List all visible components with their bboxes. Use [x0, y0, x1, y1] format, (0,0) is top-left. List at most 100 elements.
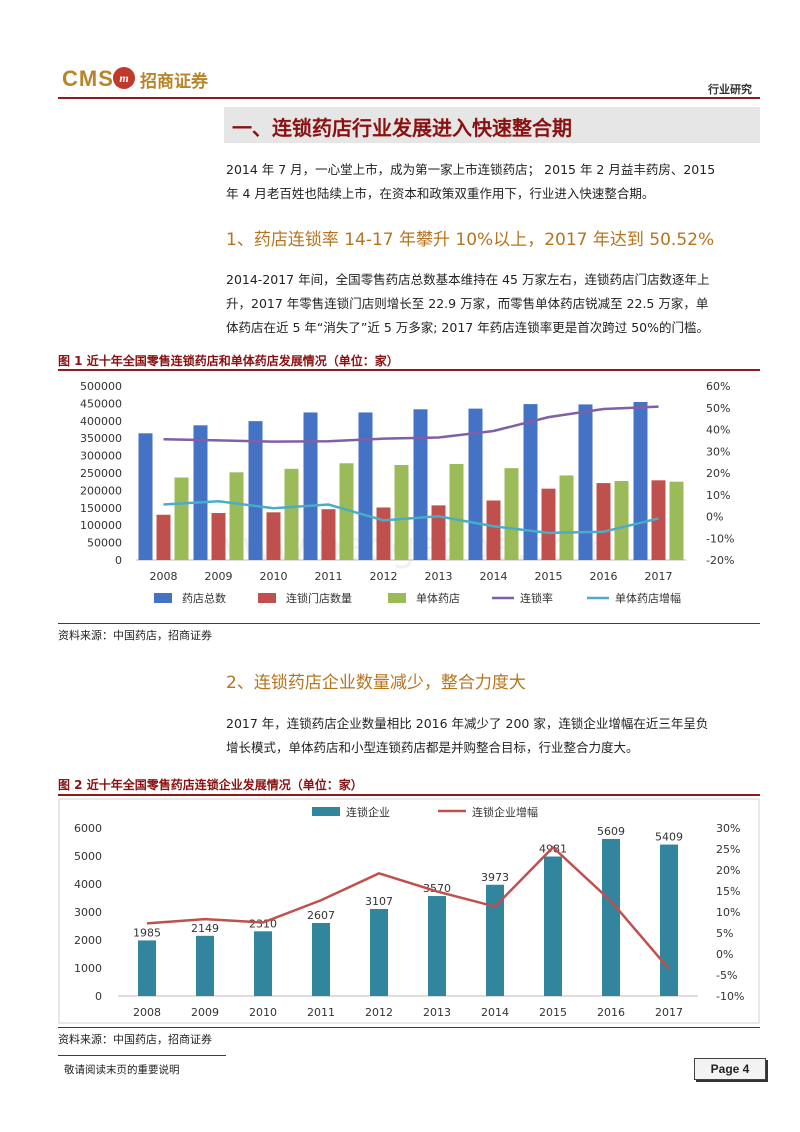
- chart1-bar: [248, 421, 263, 560]
- chart1-bar: [211, 513, 226, 560]
- chart1-ytick-right: -20%: [706, 554, 734, 567]
- chart2-ytick-left: 0: [95, 990, 102, 1003]
- chart1-bar: [614, 481, 629, 560]
- chart2-ytick-left: 3000: [74, 906, 102, 919]
- chart1-bar: [669, 481, 684, 560]
- intro-line-2: 年 4 月老百姓也陆续上市，在资本和政策双重作用下，行业进入快速整合期。: [226, 186, 655, 201]
- chart1-line: [163, 500, 659, 535]
- header-rule: [58, 97, 760, 99]
- chart2-ytick-right: -5%: [716, 969, 737, 982]
- chart2-xtick: 2014: [481, 1006, 509, 1019]
- chart1-ytick-left: 500000: [80, 380, 122, 393]
- chart1-ytick-left: 100000: [80, 519, 122, 532]
- section-title: 一、连锁药店行业发展进入快速整合期: [232, 116, 572, 140]
- chart1-bar: [174, 477, 189, 560]
- logo-mark-icon: m: [113, 67, 135, 89]
- chart1-bar: [633, 402, 648, 560]
- chart1-legend-swatch: [258, 593, 276, 603]
- chart2-ytick-right: 15%: [716, 885, 740, 898]
- chart2-bar: [312, 923, 330, 996]
- chart2-data-label: 3570: [423, 882, 451, 895]
- chart1-ytick-left: 0: [115, 554, 122, 567]
- chart2-bar: [138, 940, 156, 996]
- figure-1-chart: www.baogaoba.com500000450000400000350000…: [80, 380, 734, 605]
- figure-1-top-rule: [58, 369, 760, 371]
- chart1-ytick-left: 250000: [80, 467, 122, 480]
- chart2-data-label: 3973: [481, 871, 509, 884]
- chart2-ytick-left: 2000: [74, 934, 102, 947]
- chart1-bar: [376, 507, 391, 560]
- chart1-bar: [321, 509, 336, 560]
- figure-2-bottom-rule: [58, 1027, 760, 1028]
- chart2-ytick-right: 25%: [716, 843, 740, 856]
- sub1-line-3: 体药店在近 5 年“消失了”近 5 万多家; 2017 年药店连锁率更是首次跨过…: [226, 320, 709, 335]
- chart1-bar: [431, 505, 446, 560]
- chart1-legend-label: 单体药店: [416, 591, 460, 605]
- chart1-xtick: 2014: [480, 570, 508, 583]
- chart1-bar: [339, 463, 354, 560]
- chart2-data-label: 5409: [655, 831, 683, 844]
- chart2-ytick-left: 4000: [74, 878, 102, 891]
- chart1-xtick: 2016: [590, 570, 618, 583]
- subsection-1-paragraph: 2014-2017 年间，全国零售药店总数基本维持在 45 万家左右，连锁药店门…: [226, 268, 766, 340]
- chart1-ytick-right: -10%: [706, 532, 734, 545]
- chart2-bar: [660, 844, 678, 996]
- chart1-ytick-right: 30%: [706, 445, 730, 458]
- chart1-legend-label: 连锁率: [520, 591, 553, 605]
- chart1-legend-label: 单体药店增幅: [615, 591, 681, 605]
- chart1-ytick-left: 200000: [80, 484, 122, 497]
- chart2-ytick-right: -10%: [716, 990, 744, 1003]
- chart2-data-label: 2607: [307, 909, 335, 922]
- chart1-legend-label: 药店总数: [182, 591, 226, 605]
- figure-1-source: 资料来源：中国药店，招商证券: [58, 629, 212, 642]
- chart2-legend-swatch: [312, 807, 340, 816]
- chart2-line: [146, 845, 670, 970]
- chart2-bar: [602, 838, 620, 996]
- chart2-frame: [58, 798, 760, 1024]
- chart1-ytick-left: 450000: [80, 397, 122, 410]
- chart2-xtick: 2016: [597, 1006, 625, 1019]
- chart1-ytick-right: 50%: [706, 402, 730, 415]
- chart2-bar: [196, 935, 214, 996]
- chart1-ytick-right: 20%: [706, 467, 730, 480]
- footer-note: 敬请阅读末页的重要说明: [64, 1064, 180, 1076]
- sub1-line-2: 升，2017 年零售连锁门店则增长至 22.9 万家，而零售单体药店锐减至 22…: [226, 296, 709, 311]
- chart1-ytick-left: 50000: [87, 537, 122, 550]
- chart1-ytick-left: 350000: [80, 432, 122, 445]
- chart2-legend-label: 连锁企业增幅: [472, 805, 538, 819]
- chart2-bar: [370, 909, 388, 996]
- chart1-xtick: 2009: [205, 570, 233, 583]
- chart1-bar: [413, 409, 428, 560]
- chart2-data-label: 5609: [597, 825, 625, 838]
- chart2-data-label: 1985: [133, 926, 161, 939]
- chart2-ytick-left: 1000: [74, 962, 102, 975]
- logo-cms: CMS: [62, 66, 114, 91]
- figure-2-chart: 连锁企业 连锁企业增幅 6000 5000 4000 3000 2000 1000 0 30% 25…: [58, 798, 760, 1024]
- chart2-legend-label: 连锁企业: [346, 805, 390, 819]
- sub1-line-1: 2014-2017 年间，全国零售药店总数基本维持在 45 万家左右，连锁药店门…: [226, 272, 710, 287]
- chart1-bar: [193, 425, 208, 560]
- figure-2-top-rule: [58, 794, 760, 796]
- chart1-xtick: 2013: [425, 570, 453, 583]
- logo-company-name: 招商证券: [140, 72, 208, 92]
- chart1-bar: [523, 404, 538, 560]
- chart1-ytick-left: 150000: [80, 502, 122, 515]
- chart2-xtick: 2011: [307, 1006, 335, 1019]
- chart1-bar: [578, 404, 593, 560]
- chart1-bar: [559, 475, 574, 560]
- chart2-ytick-right: 20%: [716, 864, 740, 877]
- chart1-xtick: 2012: [370, 570, 398, 583]
- subsection-2-title: 2、连锁药店企业数量减少，整合力度大: [226, 673, 526, 693]
- chart1-bar: [358, 412, 373, 560]
- chart1-ytick-left: 400000: [80, 415, 122, 428]
- chart2-data-label: 2149: [191, 922, 219, 935]
- intro-paragraph: 2014 年 7 月，一心堂上市，成为第一家上市连锁药店； 2015 年 2 月…: [226, 158, 766, 206]
- chart2-xtick: 2012: [365, 1006, 393, 1019]
- chart1-xtick: 2011: [315, 570, 343, 583]
- sub2-line-2: 增长模式，单体药店和小型连锁药店都是并购整合目标，行业整合力度大。: [226, 740, 639, 755]
- chart1-legend-label: 连锁门店数量: [286, 591, 352, 605]
- chart1-bar: [394, 464, 409, 560]
- section-title-band: [224, 107, 760, 143]
- chart2-xtick: 2013: [423, 1006, 451, 1019]
- chart2-ytick-right: 5%: [716, 927, 733, 940]
